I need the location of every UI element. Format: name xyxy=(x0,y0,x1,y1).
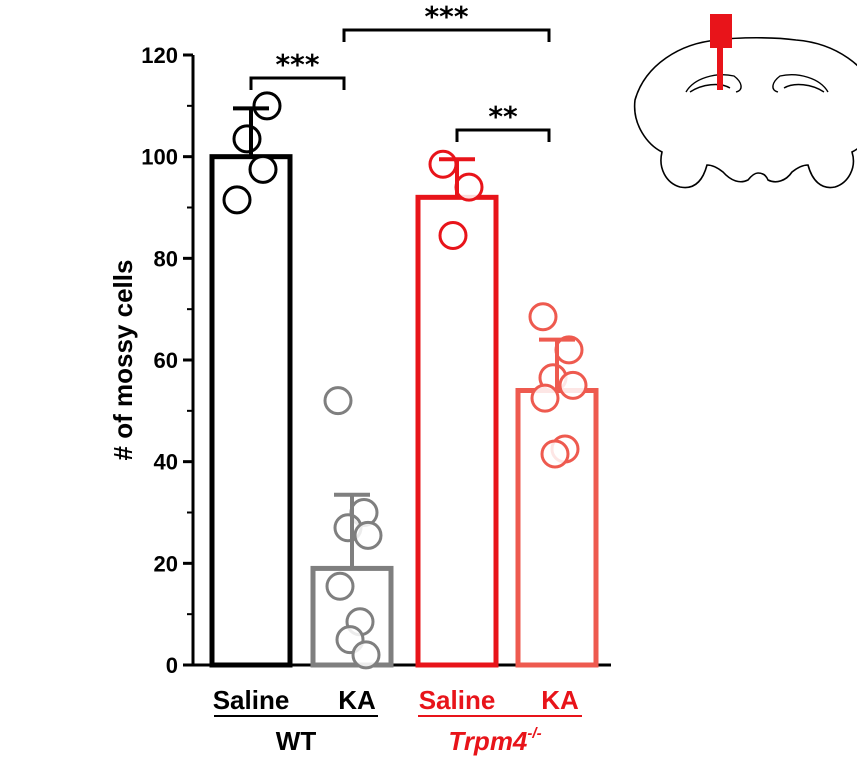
data-point-1-4 xyxy=(325,571,355,601)
y-tick-label-120: 120 xyxy=(141,43,178,68)
category-label-wt-saline: Saline xyxy=(213,685,290,715)
y-axis-label: # of mossy cells xyxy=(108,260,138,461)
y-tick-label-60: 60 xyxy=(154,348,178,373)
category-label-trpm4-ka: KA xyxy=(541,685,579,715)
hippocampus-left xyxy=(685,74,742,93)
significance-brackets: ******** xyxy=(249,0,551,142)
data-point-1-3 xyxy=(353,520,383,550)
data-point-0-0 xyxy=(222,185,252,215)
significance-bracket-0 xyxy=(249,76,346,90)
significance-label-2: ** xyxy=(488,100,518,133)
significance-bracket-1 xyxy=(342,28,551,42)
brain-section-inset xyxy=(633,14,857,189)
bar-3 xyxy=(515,388,599,668)
significance-label-0: *** xyxy=(276,48,320,81)
data-point-1-7 xyxy=(351,640,381,670)
probe-shaft xyxy=(717,48,723,90)
error-bars xyxy=(233,106,575,569)
data-point-2-2 xyxy=(438,220,468,250)
data-point-1-0 xyxy=(323,386,353,416)
group-label-trpm4-superscript: -/- xyxy=(527,725,541,742)
data-point-3-3 xyxy=(558,370,588,400)
y-ticks: 0 20 40 60 80 100 120 xyxy=(141,43,193,678)
brain-outline xyxy=(633,36,857,189)
category-label-wt-ka: KA xyxy=(338,685,376,715)
data-point-2-0 xyxy=(428,149,458,179)
data-points xyxy=(222,91,588,670)
y-tick-label-80: 80 xyxy=(154,246,178,271)
y-tick-label-0: 0 xyxy=(166,653,178,678)
significance-label-1: *** xyxy=(425,0,469,33)
bar-2 xyxy=(415,194,499,668)
significance-bracket-2 xyxy=(455,128,551,142)
data-point-0-2 xyxy=(232,124,262,154)
probe-head xyxy=(710,14,732,48)
category-label-trpm4-saline: Saline xyxy=(419,685,496,715)
y-tick-label-40: 40 xyxy=(154,450,178,475)
group-label-trpm4-name: Trpm4 xyxy=(448,726,528,756)
bar-0 xyxy=(209,154,293,668)
data-point-2-1 xyxy=(454,172,484,202)
hippocampus-right xyxy=(772,74,829,93)
data-point-3-0 xyxy=(528,302,558,332)
group-label-trpm4: Trpm4-/- xyxy=(448,725,541,756)
data-point-0-3 xyxy=(252,91,282,121)
data-point-3-6 xyxy=(540,439,570,469)
group-label-wt: WT xyxy=(276,726,317,756)
data-point-3-4 xyxy=(530,383,560,413)
y-tick-label-100: 100 xyxy=(141,145,178,170)
y-tick-label-20: 20 xyxy=(154,551,178,576)
data-point-0-1 xyxy=(248,154,278,184)
